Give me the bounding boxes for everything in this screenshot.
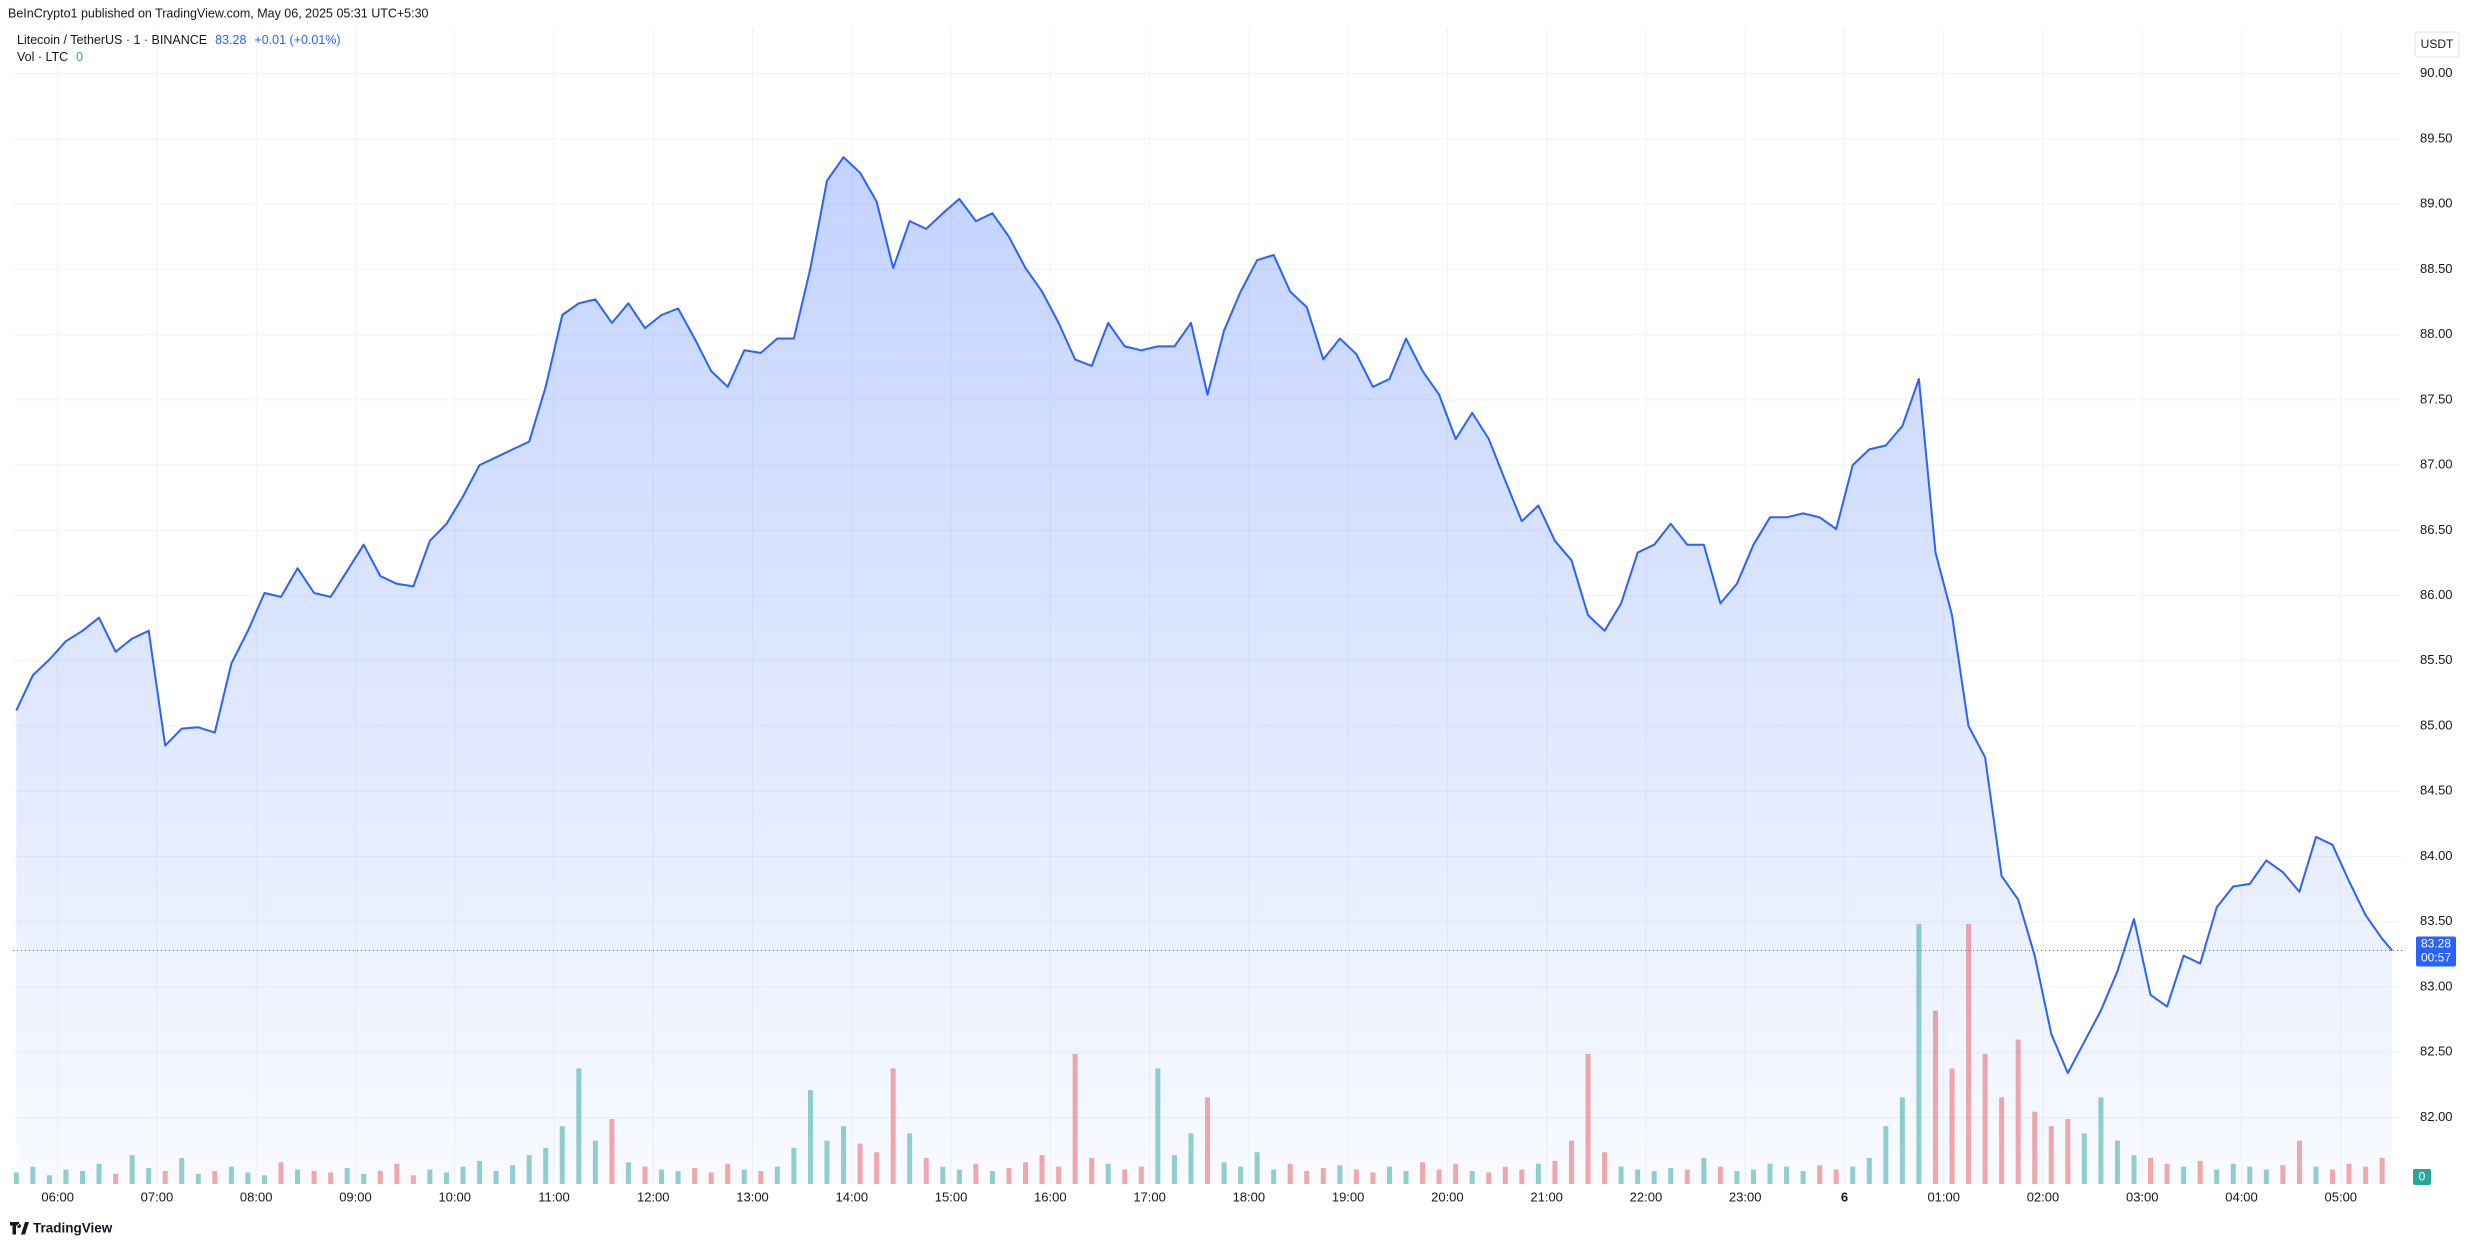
y-tick-label: 89.00 (2420, 196, 2453, 211)
x-tick-label: 05:00 (2325, 1189, 2358, 1204)
price-series (13, 156, 2402, 1185)
x-tick-label: 17:00 (1133, 1189, 1166, 1204)
x-tick-label: 14:00 (836, 1189, 869, 1204)
last-price-badge (2416, 936, 2456, 967)
footer-brand: TradingView (33, 1221, 113, 1236)
y-tick-label: 83.50 (2420, 913, 2453, 928)
currency-label: USDT (2421, 37, 2454, 51)
price-line (15, 156, 2393, 1075)
x-tick-label: 18:00 (1233, 1189, 1266, 1204)
y-tick-label: 90.00 (2420, 65, 2453, 80)
y-tick-label: 86.00 (2420, 587, 2453, 602)
x-tick-label: 02:00 (2027, 1189, 2060, 1204)
x-tick-label: 03:00 (2126, 1189, 2159, 1204)
price-change: +0.01 (+0.01%) (254, 33, 341, 47)
y-tick-label: 89.50 (2420, 130, 2453, 145)
x-tick-label: 06:00 (41, 1189, 74, 1204)
last-price: 83.28 (215, 33, 247, 47)
x-tick-label: 04:00 (2225, 1189, 2258, 1204)
y-tick-label: 84.50 (2420, 783, 2453, 798)
volume-badge (2413, 1169, 2431, 1185)
axes: 82.00 82.50 83.00 83.50 84.00 84.50 85.00 85.50… (41, 65, 2456, 1204)
x-tick-label: 16:00 (1034, 1189, 1067, 1204)
volume-name: Vol · LTC (17, 50, 69, 64)
y-tick-label: 82.50 (2420, 1044, 2453, 1059)
symbol-legend: Litecoin / TetherUS · 1 · BINANCE 83.28 … (17, 33, 341, 47)
x-tick-label: 11:00 (538, 1189, 570, 1204)
x-tick-label: 09:00 (339, 1189, 372, 1204)
y-tick-label: 84.00 (2420, 848, 2453, 863)
y-tick-label: 85.00 (2420, 717, 2453, 732)
last-price-label: 83.28 (2421, 937, 2451, 951)
y-tick-label: 86.50 (2420, 522, 2453, 537)
x-tick-label: 21:00 (1530, 1189, 1563, 1204)
y-tick-label: 88.00 (2420, 326, 2453, 341)
x-tick-label: 6 (1841, 1189, 1848, 1204)
x-tick-label: 15:00 (935, 1189, 968, 1204)
symbol-name: Litecoin / TetherUS · 1 · BINANCE (17, 33, 208, 47)
x-tick-label: 19:00 (1332, 1189, 1365, 1204)
x-tick-label: 20:00 (1431, 1189, 1464, 1204)
footer-logo (10, 1222, 29, 1235)
publish-header: BeInCrypto1 published on TradingView.com… (8, 6, 429, 20)
y-tick-label: 82.00 (2420, 1109, 2453, 1124)
x-tick-label: 23:00 (1729, 1189, 1762, 1204)
y-tick-label: 87.50 (2420, 391, 2453, 406)
x-tick-label: 08:00 (240, 1189, 273, 1204)
countdown-label: 00:57 (2421, 951, 2451, 965)
x-tick-label: 13:00 (736, 1189, 769, 1204)
x-tick-label: 10:00 (438, 1189, 471, 1204)
y-tick-label: 83.00 (2420, 978, 2453, 993)
x-tick-label: 22:00 (1630, 1189, 1663, 1204)
volume-value: 0 (76, 50, 84, 64)
x-tick-label: 07:00 (141, 1189, 174, 1204)
volume-badge-label: 0 (2419, 1170, 2426, 1184)
volume-legend: Vol · LTC 0 (17, 50, 83, 64)
y-tick-label: 85.50 (2420, 652, 2453, 667)
currency-box[interactable] (2414, 31, 2460, 58)
x-tick-label: 01:00 (1927, 1189, 1960, 1204)
logo-icon (10, 1222, 29, 1235)
price-area (16, 157, 2393, 1185)
y-tick-label: 87.00 (2420, 457, 2453, 472)
y-tick-label: 88.50 (2420, 261, 2453, 276)
x-tick-label: 12:00 (637, 1189, 670, 1204)
